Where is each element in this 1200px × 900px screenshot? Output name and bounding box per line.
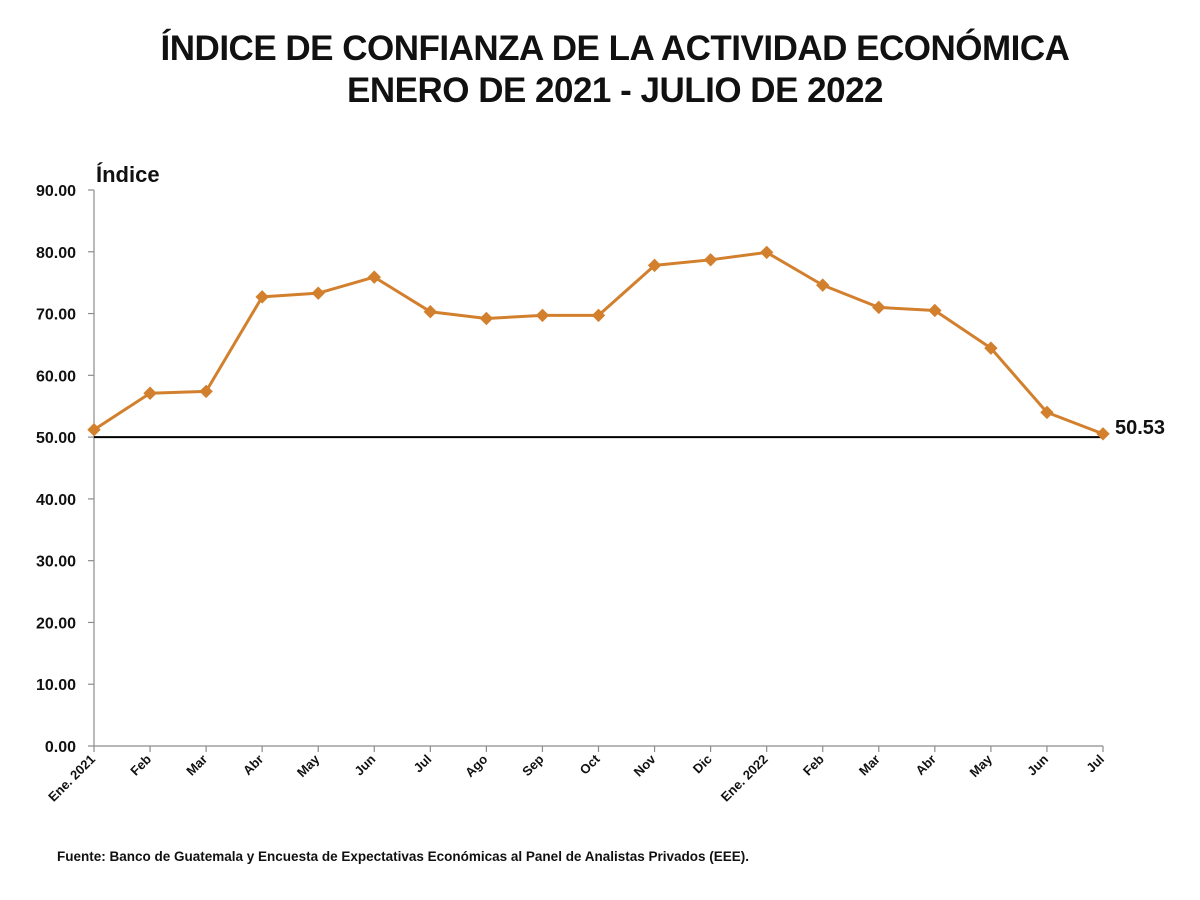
y-axis: 0.00 10.00 20.00 30.00 40.00 50.00 60.00 70.00 8… xyxy=(36,162,160,756)
data-point xyxy=(816,278,830,292)
x-tick-label: Abr xyxy=(240,752,266,778)
data-point xyxy=(367,270,381,284)
data-point xyxy=(87,422,101,437)
data-point xyxy=(928,303,942,318)
x-tick-label: Jun xyxy=(351,751,378,778)
x-tick-label: Abr xyxy=(913,752,939,778)
source-note: Fuente: Banco de Guatemala y Encuesta de… xyxy=(57,849,750,864)
x-tick-label: Mar xyxy=(856,752,883,779)
y-tick-label: 80.00 xyxy=(36,245,76,262)
x-tick-label: Oct xyxy=(577,751,603,777)
chart-title: ÍNDICE DE CONFIANZA DE LA ACTIVIDAD ECON… xyxy=(0,28,1200,112)
y-tick-label: 30.00 xyxy=(36,554,76,571)
x-tick-label: Jun xyxy=(1024,751,1051,778)
x-tick-label: Ene. 2021 xyxy=(45,752,98,805)
data-point xyxy=(703,253,718,267)
x-tick-label: Jul xyxy=(411,752,435,776)
data-point xyxy=(1040,405,1054,420)
data-point xyxy=(199,384,213,399)
data-point xyxy=(1096,427,1110,441)
x-axis: Ene. 2021 Feb Mar Abr May Jun Jul Ago Sep Oct Nov D… xyxy=(45,745,1107,805)
data-point xyxy=(535,308,550,323)
data-point xyxy=(311,286,325,300)
y-tick-label: 20.00 xyxy=(36,615,76,632)
chart-title-line-1: ÍNDICE DE CONFIANZA DE LA ACTIVIDAD ECON… xyxy=(160,29,1070,68)
x-tick-label: Ago xyxy=(462,751,491,780)
series-line xyxy=(93,250,1104,436)
data-point xyxy=(591,308,606,323)
data-point xyxy=(423,304,438,319)
x-tick-label: Sep xyxy=(519,751,547,779)
x-tick-label: Ene. 2022 xyxy=(718,752,771,805)
x-tick-label: Dic xyxy=(690,752,715,777)
data-point xyxy=(479,311,494,326)
x-tick-label: May xyxy=(967,751,996,780)
y-axis-label: Índice xyxy=(96,162,160,187)
x-tick-label: May xyxy=(294,751,323,780)
y-tick-label: 10.00 xyxy=(36,677,76,694)
x-tick-label: Jul xyxy=(1083,752,1107,776)
data-point xyxy=(984,341,998,355)
series-group xyxy=(87,245,1110,441)
y-tick-label: 60.00 xyxy=(36,368,76,385)
y-tick-label: 90.00 xyxy=(36,183,76,200)
last-value-label: 50.53 xyxy=(1115,417,1165,439)
x-tick-label: Feb xyxy=(800,751,827,778)
data-point xyxy=(255,290,269,304)
annotation-group: 50.53 xyxy=(1115,417,1165,439)
x-tick-label: Mar xyxy=(183,752,210,779)
x-tick-label: Nov xyxy=(631,751,660,780)
chart-title-line-2: ENERO DE 2021 - JULIO DE 2022 xyxy=(347,71,884,110)
y-tick-label: 50.00 xyxy=(36,430,76,447)
y-tick-label: 0.00 xyxy=(45,739,76,756)
x-tick-label: Feb xyxy=(127,751,154,778)
y-tick-label: 70.00 xyxy=(36,307,76,324)
y-tick-label: 40.00 xyxy=(36,492,76,509)
data-point xyxy=(143,386,157,400)
data-point xyxy=(872,300,886,315)
data-point xyxy=(647,258,662,273)
data-point xyxy=(759,245,774,260)
